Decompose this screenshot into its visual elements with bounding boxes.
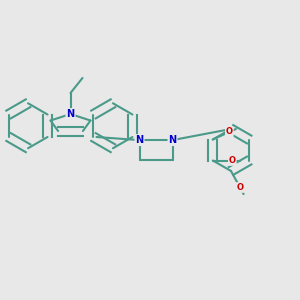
Text: N: N xyxy=(66,109,75,119)
Text: N: N xyxy=(168,135,177,145)
Text: N: N xyxy=(135,135,144,145)
Text: O: O xyxy=(236,183,244,192)
Text: O: O xyxy=(226,128,233,136)
Text: O: O xyxy=(229,156,236,165)
